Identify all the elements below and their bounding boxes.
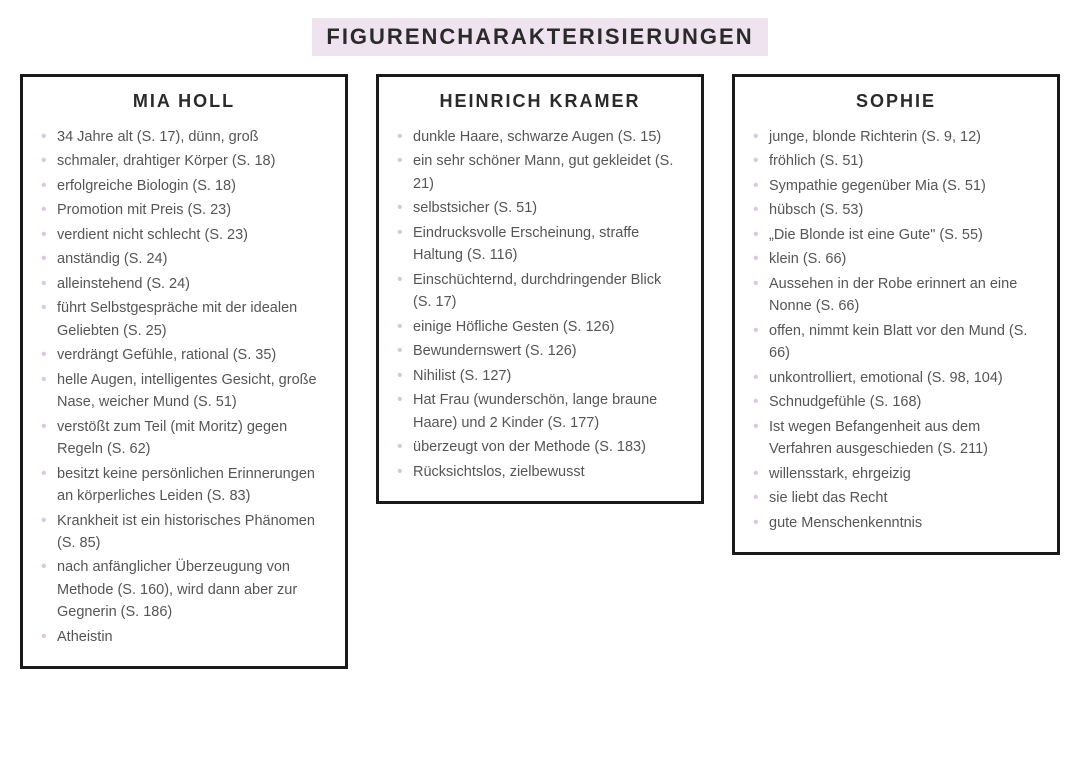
- list-item: verstößt zum Teil (mit Moritz) gegen Reg…: [41, 416, 327, 461]
- list-item: selbstsicher (S. 51): [397, 197, 683, 219]
- list-item: überzeugt von der Methode (S. 183): [397, 436, 683, 458]
- list-item: willensstark, ehrgeizig: [753, 463, 1039, 485]
- card-heading: MIA HOLL: [41, 91, 327, 112]
- page-title-wrap: FIGURENCHARAKTERISIERUNGEN: [20, 18, 1060, 56]
- list-item: gute Menschenkenntnis: [753, 512, 1039, 534]
- list-item: sie liebt das Recht: [753, 487, 1039, 509]
- list-item: alleinstehend (S. 24): [41, 273, 327, 295]
- list-item: führt Selbstgespräche mit der idealen Ge…: [41, 297, 327, 342]
- columns-container: MIA HOLL 34 Jahre alt (S. 17), dünn, gro…: [20, 74, 1060, 669]
- list-item: offen, nimmt kein Blatt vor den Mund (S.…: [753, 320, 1039, 365]
- card-list: 34 Jahre alt (S. 17), dünn, großschmaler…: [41, 126, 327, 648]
- list-item: verdrängt Gefühle, rational (S. 35): [41, 344, 327, 366]
- list-item: fröhlich (S. 51): [753, 150, 1039, 172]
- list-item: hübsch (S. 53): [753, 199, 1039, 221]
- list-item: Schnudgefühle (S. 168): [753, 391, 1039, 413]
- list-item: Sympathie gegenüber Mia (S. 51): [753, 175, 1039, 197]
- card-heinrich-kramer: HEINRICH KRAMER dunkle Haare, schwarze A…: [376, 74, 704, 504]
- card-heading: SOPHIE: [753, 91, 1039, 112]
- list-item: 34 Jahre alt (S. 17), dünn, groß: [41, 126, 327, 148]
- list-item: Aussehen in der Robe erinnert an eine No…: [753, 273, 1039, 318]
- list-item: Eindrucksvolle Erscheinung, straffe Halt…: [397, 222, 683, 267]
- list-item: Krankheit ist ein historisches Phänomen …: [41, 510, 327, 555]
- page-title: FIGURENCHARAKTERISIERUNGEN: [312, 18, 767, 56]
- card-list: dunkle Haare, schwarze Augen (S. 15)ein …: [397, 126, 683, 483]
- list-item: nach anfänglicher Überzeugung von Method…: [41, 556, 327, 623]
- list-item: Ist wegen Befangenheit aus dem Verfahren…: [753, 416, 1039, 461]
- list-item: junge, blonde Richterin (S. 9, 12): [753, 126, 1039, 148]
- card-sophie: SOPHIE junge, blonde Richterin (S. 9, 12…: [732, 74, 1060, 555]
- list-item: Atheistin: [41, 626, 327, 648]
- list-item: Hat Frau (wunderschön, lange braune Haar…: [397, 389, 683, 434]
- list-item: erfolgreiche Biologin (S. 18): [41, 175, 327, 197]
- list-item: Bewundernswert (S. 126): [397, 340, 683, 362]
- list-item: dunkle Haare, schwarze Augen (S. 15): [397, 126, 683, 148]
- list-item: Promotion mit Preis (S. 23): [41, 199, 327, 221]
- card-mia-holl: MIA HOLL 34 Jahre alt (S. 17), dünn, gro…: [20, 74, 348, 669]
- card-list: junge, blonde Richterin (S. 9, 12)fröhli…: [753, 126, 1039, 534]
- list-item: klein (S. 66): [753, 248, 1039, 270]
- list-item: verdient nicht schlecht (S. 23): [41, 224, 327, 246]
- list-item: unkontrolliert, emotional (S. 98, 104): [753, 367, 1039, 389]
- list-item: ein sehr schöner Mann, gut gekleidet (S.…: [397, 150, 683, 195]
- list-item: „Die Blonde ist eine Gute" (S. 55): [753, 224, 1039, 246]
- list-item: Rücksichtslos, zielbewusst: [397, 461, 683, 483]
- list-item: besitzt keine persönlichen Erinnerungen …: [41, 463, 327, 508]
- list-item: Einschüchternd, durchdringender Blick (S…: [397, 269, 683, 314]
- list-item: Nihilist (S. 127): [397, 365, 683, 387]
- list-item: einige Höfliche Gesten (S. 126): [397, 316, 683, 338]
- list-item: helle Augen, intelligentes Gesicht, groß…: [41, 369, 327, 414]
- list-item: schmaler, drahtiger Körper (S. 18): [41, 150, 327, 172]
- card-heading: HEINRICH KRAMER: [397, 91, 683, 112]
- list-item: anständig (S. 24): [41, 248, 327, 270]
